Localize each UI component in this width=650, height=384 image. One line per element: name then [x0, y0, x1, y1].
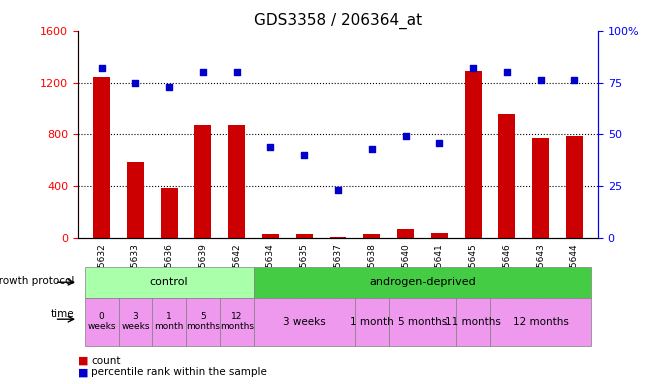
Text: 5 months: 5 months — [398, 316, 447, 327]
Text: 11 months: 11 months — [445, 316, 501, 327]
Bar — [532, 138, 549, 238]
Text: 5
months: 5 months — [186, 312, 220, 331]
Point — [333, 187, 343, 194]
Point — [96, 65, 107, 71]
Point — [468, 65, 478, 71]
Bar — [330, 237, 346, 238]
Text: 12 months: 12 months — [513, 316, 569, 327]
Text: 12
months: 12 months — [220, 312, 254, 331]
Text: 0
weeks: 0 weeks — [87, 312, 116, 331]
Point — [367, 146, 377, 152]
Point — [400, 133, 411, 139]
Point — [536, 78, 546, 84]
Text: 3
weeks: 3 weeks — [121, 312, 150, 331]
Text: count: count — [91, 356, 120, 366]
Point — [265, 144, 276, 150]
Text: time: time — [51, 310, 74, 319]
Bar — [262, 234, 279, 238]
Point — [569, 78, 580, 84]
Point — [164, 84, 174, 90]
Text: 3 weeks: 3 weeks — [283, 316, 326, 327]
Point — [130, 79, 140, 86]
Text: growth protocol: growth protocol — [0, 276, 74, 286]
Bar — [431, 233, 448, 238]
Text: ■: ■ — [78, 367, 88, 377]
Title: GDS3358 / 206364_at: GDS3358 / 206364_at — [254, 13, 422, 29]
Bar — [296, 234, 313, 238]
Bar — [194, 125, 211, 238]
Point — [299, 152, 309, 158]
Bar — [363, 234, 380, 238]
Text: percentile rank within the sample: percentile rank within the sample — [91, 367, 267, 377]
Point — [434, 140, 445, 146]
Text: control: control — [150, 277, 188, 287]
Point — [231, 69, 242, 75]
Bar — [127, 162, 144, 238]
Text: 1 month: 1 month — [350, 316, 394, 327]
Bar — [566, 136, 583, 238]
Bar — [93, 78, 110, 238]
Point — [198, 69, 208, 75]
Text: 1
month: 1 month — [155, 312, 184, 331]
Text: androgen-deprived: androgen-deprived — [369, 277, 476, 287]
Point — [502, 69, 512, 75]
Bar — [465, 71, 482, 238]
Bar — [397, 229, 414, 238]
Text: ■: ■ — [78, 356, 88, 366]
Bar — [228, 125, 245, 238]
Bar — [161, 187, 177, 238]
Bar — [499, 114, 515, 238]
